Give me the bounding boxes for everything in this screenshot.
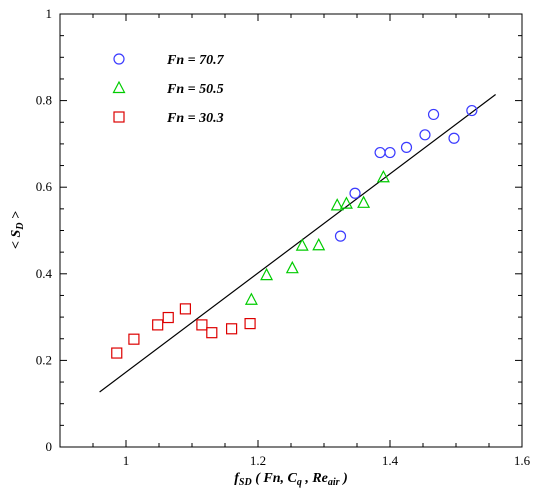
data-point (448, 132, 460, 144)
y-tick-label: 0.2 (36, 352, 52, 367)
data-point (244, 317, 256, 330)
data-point (349, 187, 361, 199)
y-tick-label: 0 (46, 439, 53, 454)
data-point (285, 260, 299, 274)
y-tick-label: 0.4 (36, 266, 53, 281)
data-point (374, 146, 386, 159)
y-tick-label: 0.8 (36, 93, 52, 108)
y-axis-label: < SD > (9, 211, 26, 249)
data-point (466, 104, 478, 117)
axis-ticks: 1 1.2 1.4 1.6 0 0.2 0.4 0.6 0.8 1 (36, 6, 531, 468)
data-point (334, 230, 347, 242)
legend: Fn = 70.7 Fn = 50.5 Fn = 30.3 (112, 53, 225, 126)
data-point (339, 196, 353, 209)
legend-marker (113, 53, 125, 65)
x-tick-label: 1.2 (250, 453, 266, 468)
data-point (260, 267, 274, 281)
legend-label: Fn = 50.5 (166, 82, 224, 97)
fit-line-group (99, 94, 496, 393)
data-point (152, 319, 164, 331)
data-point (244, 292, 258, 305)
legend-label: Fn = 70.7 (166, 53, 225, 68)
data-point (376, 169, 390, 183)
data-point (162, 311, 174, 324)
legend-marker (112, 80, 126, 94)
data-points (111, 104, 478, 359)
y-tick-label: 1 (46, 6, 53, 21)
x-axis-label: fSD ( Fn, Cq , Reair ) (234, 471, 348, 488)
data-point (295, 238, 309, 251)
data-point (419, 129, 431, 141)
data-point (179, 303, 191, 315)
data-point (226, 323, 238, 335)
y-tick-label: 0.6 (36, 179, 53, 194)
x-tick-label: 1.6 (514, 453, 531, 468)
data-point (206, 327, 218, 339)
x-tick-label: 1.4 (382, 453, 399, 468)
data-point (111, 347, 123, 359)
legend-marker (113, 111, 125, 123)
plot-frame (59, 13, 523, 448)
data-point (312, 237, 326, 251)
data-point (427, 108, 440, 121)
legend-label: Fn = 30.3 (166, 111, 224, 126)
data-point (196, 319, 208, 331)
data-point (330, 198, 344, 211)
data-point (384, 146, 396, 159)
data-point (400, 141, 413, 153)
x-tick-label: 1 (123, 453, 130, 468)
data-point (128, 333, 140, 345)
data-point (357, 195, 371, 208)
fit-line (99, 94, 496, 393)
